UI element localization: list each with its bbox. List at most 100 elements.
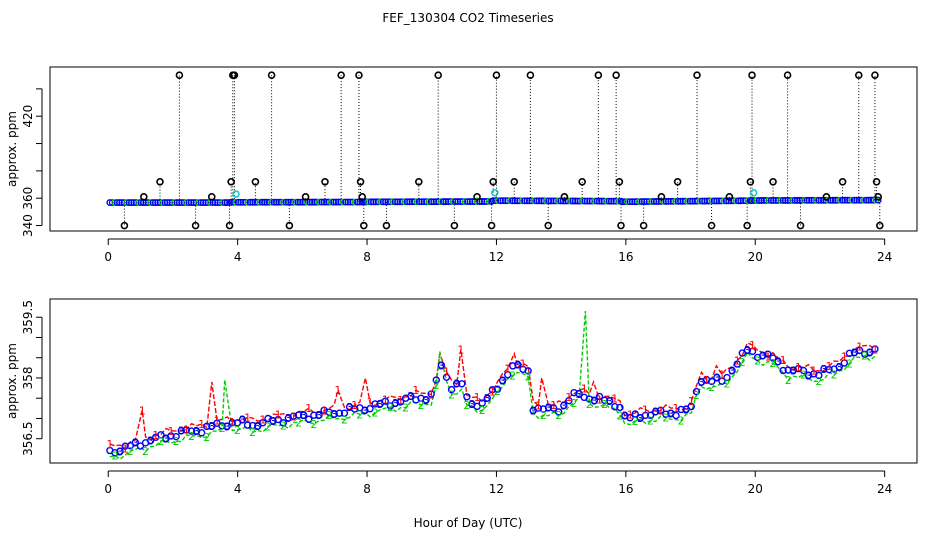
series-3-marker: [595, 392, 604, 401]
baseline-point: [867, 196, 875, 204]
baseline-point: [263, 198, 271, 206]
baseline-point: [242, 198, 249, 206]
baseline-point: [574, 197, 582, 205]
series-2-point-label: 2: [326, 409, 333, 422]
baseline-point: [461, 198, 469, 206]
baseline-point: [595, 197, 603, 205]
series-3-marker: [197, 429, 206, 437]
baseline-point: [669, 197, 677, 205]
baseline-point: [214, 199, 222, 207]
outlier-point: [414, 178, 423, 186]
baseline-point: [633, 198, 641, 206]
baseline-point: [537, 197, 545, 205]
series-3-marker: [774, 357, 782, 366]
series-3-marker: [498, 376, 507, 385]
series-1-point-label: 1: [198, 418, 205, 431]
top-y-tick-label: 360: [21, 187, 35, 210]
series-3-point-label: 3: [805, 369, 812, 382]
outlier-point: [489, 178, 498, 186]
baseline-point: [496, 197, 504, 205]
baseline-point: [439, 198, 447, 206]
outlier-point: [526, 71, 535, 79]
baseline-point: [192, 199, 200, 207]
outlier-point: [492, 71, 501, 79]
series-3-point-label: 3: [606, 395, 613, 408]
series-3-point-label: 3: [178, 425, 185, 438]
baseline-point: [800, 196, 808, 204]
series-3-marker: [662, 410, 670, 418]
baseline-point: [753, 197, 761, 204]
highlighted-point: [232, 190, 240, 198]
series-2-point-label: 2: [769, 357, 776, 370]
series-3-point-label: 3: [622, 410, 629, 423]
baseline-point: [734, 197, 742, 205]
series-1-point-label: 1: [412, 384, 419, 397]
baseline-point: [391, 198, 399, 206]
outlier-point: [207, 193, 216, 201]
baseline-point: [394, 198, 402, 206]
series-2-point-label: 2: [662, 411, 669, 424]
baseline-point: [762, 197, 770, 204]
series-3-marker: [855, 346, 864, 355]
series-3-marker: [203, 422, 211, 431]
baseline-point: [299, 198, 307, 206]
series-3-point-label: 3: [361, 404, 368, 417]
bottom-x-tick-label: 16: [618, 482, 633, 496]
series-2-point-label: 2: [586, 398, 593, 411]
series-3-marker: [815, 371, 823, 380]
baseline-point: [593, 197, 601, 205]
series-3-marker: [254, 422, 262, 430]
baseline-point: [401, 198, 409, 206]
series-1-point-label: 1: [106, 438, 113, 451]
series-2-point-label: 2: [800, 368, 807, 381]
baseline-point: [485, 198, 493, 205]
series-1-point-label: 1: [457, 344, 464, 357]
series-3-marker: [427, 390, 435, 398]
series-1-point-label: 1: [443, 366, 450, 379]
bottom-y-tick-label: 356.5: [21, 422, 35, 456]
baseline-point: [612, 197, 620, 205]
baseline-point: [199, 199, 207, 207]
series-3-point-label: 3: [147, 434, 154, 447]
baseline-point: [468, 198, 476, 205]
series-3-marker: [473, 402, 481, 411]
series-3-marker: [442, 373, 451, 381]
series-3-point-label: 3: [698, 376, 705, 389]
baseline-point: [427, 198, 435, 206]
series-3-marker: [294, 411, 303, 419]
baseline-point: [562, 197, 569, 205]
series-3-point-label: 3: [499, 375, 506, 388]
baseline-point: [600, 197, 608, 205]
series-3-marker: [514, 361, 522, 369]
series-3-marker: [146, 436, 155, 445]
series-3-point-label: 3: [468, 398, 475, 411]
series-1-point-label: 1: [734, 355, 741, 368]
baseline-point: [550, 197, 557, 205]
baseline-point: [308, 198, 316, 206]
series-2-point-label: 2: [632, 415, 639, 428]
baseline-point: [258, 198, 266, 206]
series-1-point-label: 1: [657, 405, 664, 418]
series-2-point-label: 2: [127, 445, 134, 458]
baseline-point: [389, 198, 397, 206]
baseline-point: [808, 196, 815, 204]
baseline-point: [246, 198, 254, 206]
top-y-tick-label: 420: [21, 105, 35, 128]
baseline-point: [631, 198, 639, 206]
baseline-point: [793, 196, 801, 204]
series-3-marker: [463, 393, 471, 401]
baseline-point: [725, 197, 733, 205]
baseline-point: [234, 198, 242, 206]
baseline-point: [251, 198, 259, 206]
baseline-point: [294, 198, 302, 206]
series-3-point-label: 3: [438, 359, 445, 372]
series-1-point-label: 1: [611, 393, 618, 406]
baseline-point: [227, 198, 235, 206]
outlier-point: [321, 178, 329, 186]
series-3-marker: [549, 404, 558, 412]
series-2-point-label: 2: [372, 406, 379, 419]
baseline-point: [703, 197, 711, 205]
series-3-marker: [718, 377, 726, 385]
baseline-point: [292, 198, 299, 206]
series-3-marker: [452, 380, 461, 388]
